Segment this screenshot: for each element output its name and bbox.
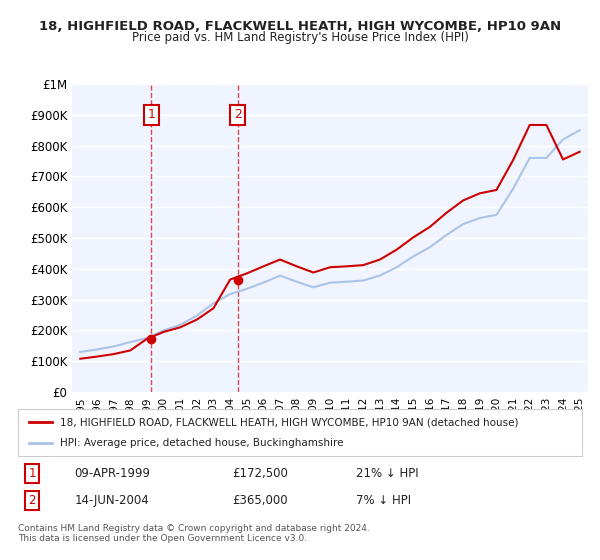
Text: 18, HIGHFIELD ROAD, FLACKWELL HEATH, HIGH WYCOMBE, HP10 9AN (detached house): 18, HIGHFIELD ROAD, FLACKWELL HEATH, HIG… [60, 417, 519, 427]
Text: £365,000: £365,000 [232, 494, 288, 507]
Text: £172,500: £172,500 [232, 468, 288, 480]
Text: 21% ↓ HPI: 21% ↓ HPI [356, 468, 419, 480]
Text: 2: 2 [233, 108, 242, 122]
Text: 1: 1 [148, 108, 155, 122]
Text: HPI: Average price, detached house, Buckinghamshire: HPI: Average price, detached house, Buck… [60, 438, 344, 448]
Text: Contains HM Land Registry data © Crown copyright and database right 2024.
This d: Contains HM Land Registry data © Crown c… [18, 524, 370, 543]
Text: 14-JUN-2004: 14-JUN-2004 [74, 494, 149, 507]
Text: 18, HIGHFIELD ROAD, FLACKWELL HEATH, HIGH WYCOMBE, HP10 9AN: 18, HIGHFIELD ROAD, FLACKWELL HEATH, HIG… [39, 20, 561, 32]
Text: 1: 1 [28, 468, 36, 480]
Text: 09-APR-1999: 09-APR-1999 [74, 468, 151, 480]
Text: Price paid vs. HM Land Registry's House Price Index (HPI): Price paid vs. HM Land Registry's House … [131, 31, 469, 44]
Text: 2: 2 [28, 494, 36, 507]
Text: 7% ↓ HPI: 7% ↓ HPI [356, 494, 412, 507]
